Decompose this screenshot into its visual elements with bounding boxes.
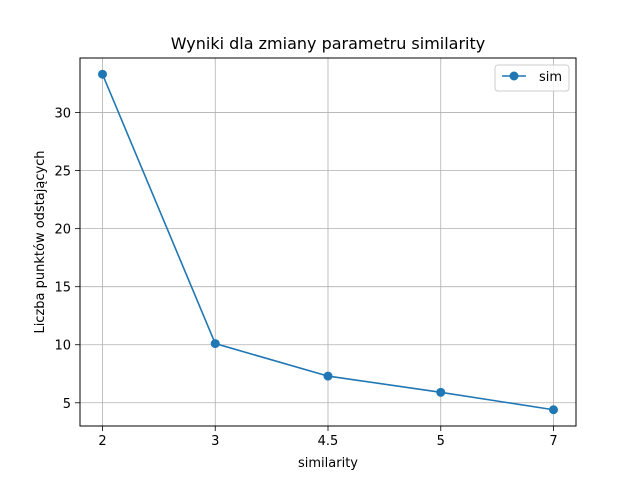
data-point-sim <box>210 339 220 349</box>
x-tick-label: 5 <box>437 434 445 449</box>
x-tick-label: 3 <box>211 434 219 449</box>
x-tick-label: 7 <box>549 434 557 449</box>
legend-marker-sim <box>509 71 519 81</box>
y-tick-label: 5 <box>63 397 71 412</box>
data-point-sim <box>549 405 558 415</box>
chart-title: Wyniki dla zmiany parametru similarity <box>171 34 486 53</box>
y-tick-label: 15 <box>54 281 71 296</box>
y-tick-label: 20 <box>54 223 71 238</box>
grid <box>80 58 576 426</box>
x-tick-label: 4.5 <box>318 434 339 449</box>
y-axis-ticks: 5 10 15 20 25 30 <box>54 107 80 412</box>
y-tick-label: 10 <box>54 339 71 354</box>
y-tick-label: 25 <box>54 165 71 180</box>
x-axis-ticks: 2 3 4.5 5 7 <box>98 426 558 449</box>
legend-label-sim: sim <box>539 70 562 85</box>
data-point-sim <box>98 69 107 79</box>
series-layer <box>98 69 558 415</box>
x-axis-label: similarity <box>298 456 358 471</box>
y-axis-label: Liczba punktów odstających <box>33 150 48 333</box>
legend-box <box>494 64 570 92</box>
legend: sim <box>494 64 570 92</box>
y-tick-label: 30 <box>54 107 71 122</box>
data-point-sim <box>436 387 446 397</box>
data-point-sim <box>323 371 333 381</box>
x-tick-label: 2 <box>98 434 106 449</box>
